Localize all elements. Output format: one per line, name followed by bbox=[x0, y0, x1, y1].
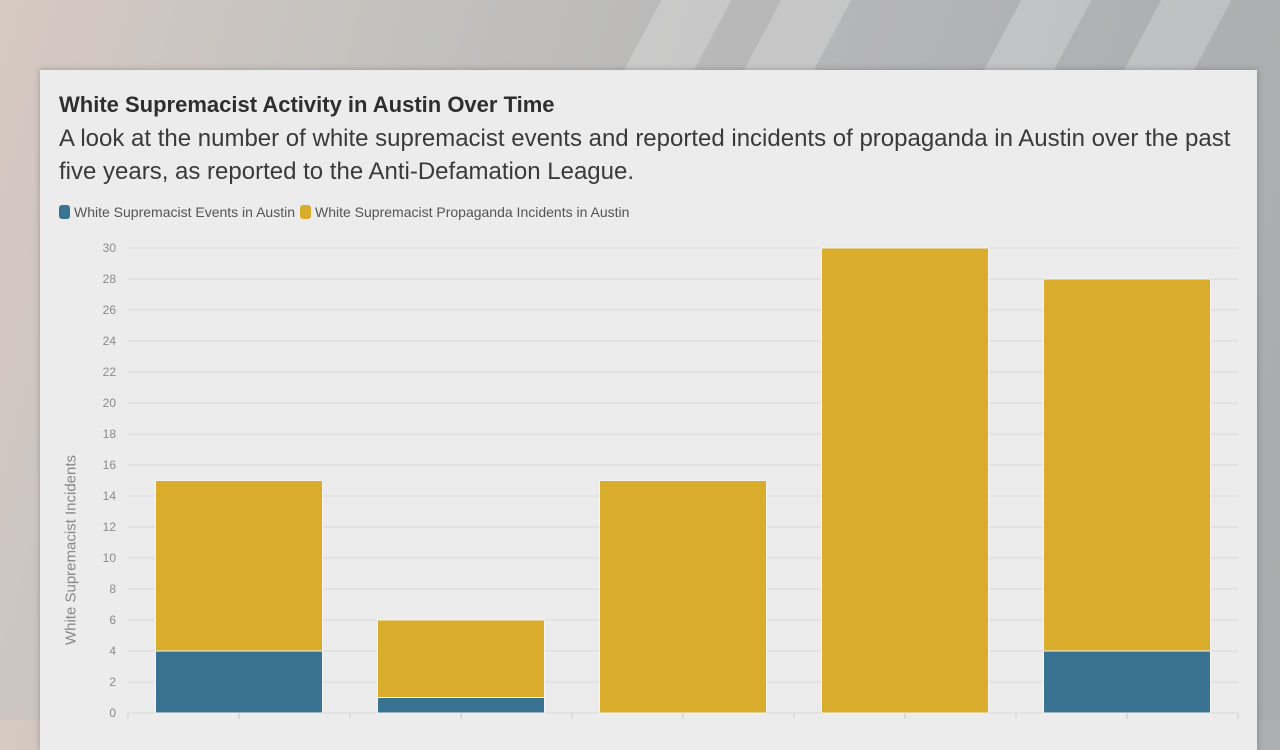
legend-swatch-events bbox=[59, 205, 70, 219]
y-tick-label: 16 bbox=[103, 458, 117, 472]
y-tick-label: 20 bbox=[103, 396, 117, 410]
legend-swatch-propaganda bbox=[300, 205, 311, 219]
y-tick-label: 8 bbox=[109, 582, 116, 596]
bar-events bbox=[377, 697, 545, 714]
y-tick-label: 28 bbox=[103, 272, 117, 286]
bar-propaganda bbox=[377, 619, 545, 698]
chart-subtitle: A look at the number of white supremacis… bbox=[59, 125, 1231, 185]
y-tick-label: 18 bbox=[103, 427, 117, 441]
y-tick-label: 26 bbox=[103, 303, 117, 317]
y-tick-label: 6 bbox=[109, 613, 116, 627]
legend-item-propaganda[interactable]: White Supremacist Propaganda Incidents i… bbox=[300, 204, 629, 220]
y-tick-label: 10 bbox=[103, 551, 117, 565]
y-tick-label: 22 bbox=[103, 365, 117, 379]
y-tick-label: 2 bbox=[109, 675, 116, 689]
y-axis-label: White Supremacist Incidents bbox=[62, 454, 80, 646]
bar-propaganda bbox=[155, 480, 323, 652]
y-tick-label: 12 bbox=[103, 520, 117, 534]
y-tick-label: 30 bbox=[103, 241, 117, 255]
legend-label-propaganda: White Supremacist Propaganda Incidents i… bbox=[315, 204, 630, 220]
y-tick-label: 0 bbox=[109, 706, 116, 720]
bar-events bbox=[1043, 650, 1211, 714]
bar-events bbox=[155, 650, 323, 714]
y-tick-label: 14 bbox=[103, 489, 117, 503]
chart-card: White Supremacist Activity in Austin Ove… bbox=[40, 70, 1257, 750]
y-tick-label: 4 bbox=[109, 644, 116, 658]
y-tick-label: 24 bbox=[103, 334, 117, 348]
chart-title: White Supremacist Activity in Austin Ove… bbox=[59, 92, 555, 117]
bar-propaganda bbox=[821, 247, 989, 714]
chart-legend: White Supremacist Events in Austin White… bbox=[59, 204, 634, 220]
legend-label-events: White Supremacist Events in Austin bbox=[74, 204, 295, 220]
legend-item-events[interactable]: White Supremacist Events in Austin bbox=[59, 204, 295, 220]
bar-propaganda bbox=[1043, 278, 1211, 652]
bar-propaganda bbox=[599, 480, 767, 714]
